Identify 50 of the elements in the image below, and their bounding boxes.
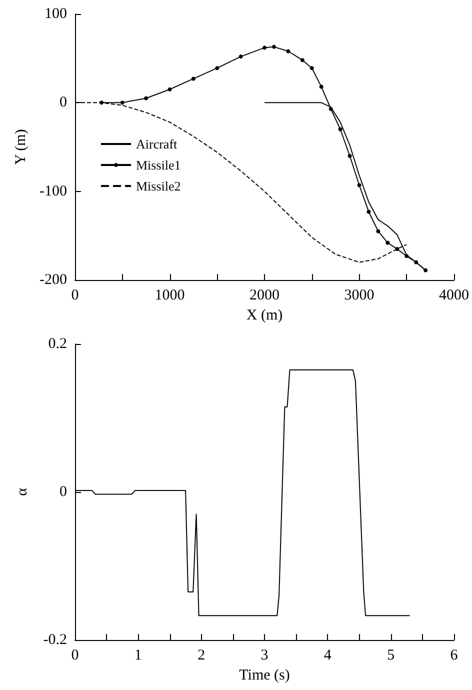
point: [414, 260, 418, 264]
point: [348, 154, 352, 158]
point: [238, 54, 243, 59]
point: [168, 87, 172, 92]
point: [395, 246, 400, 251]
x-tick-label: 3000: [344, 288, 374, 304]
y-tick-label: 100: [44, 6, 67, 22]
point: [376, 229, 380, 234]
point: [357, 183, 362, 188]
x-tick-label: 5: [387, 648, 395, 664]
x-tick-label: 0: [71, 648, 79, 664]
y-tick-label: -200: [40, 272, 67, 288]
x-tick-label: 4: [324, 648, 332, 664]
point: [286, 49, 290, 54]
point: [366, 210, 371, 214]
point: [215, 66, 220, 70]
point: [404, 254, 409, 258]
x-tick-label: 2: [198, 648, 206, 664]
x-tick-label: 2000: [250, 288, 280, 304]
x-tick-label: 1000: [154, 288, 185, 304]
x-tick-label: 1: [134, 648, 142, 664]
point: [328, 106, 333, 111]
y-tick-label: 0.2: [48, 336, 67, 352]
x-axis-title: X (m): [246, 308, 283, 324]
y-tick-label: 0: [60, 94, 67, 111]
point: [300, 58, 304, 62]
y-tick-label: 0: [60, 484, 67, 500]
point: [310, 66, 314, 70]
y-tick-label: -100: [40, 183, 67, 200]
point: [120, 100, 124, 105]
point: [338, 127, 342, 132]
point: [262, 46, 266, 50]
y-axis-title: Y (m): [13, 129, 30, 165]
point: [424, 268, 428, 272]
point: [100, 100, 104, 105]
point: [386, 240, 390, 245]
y-tick-label: -0.2: [43, 632, 67, 648]
x-tick-label: 3: [260, 648, 268, 664]
legend-label: Missile2: [136, 178, 181, 194]
point: [272, 44, 276, 49]
legend-label: Missile1: [136, 158, 181, 172]
point: [144, 96, 148, 100]
x-tick-label: 4000: [439, 288, 469, 304]
x-tick-label: 0: [71, 288, 79, 304]
legend-label: Aircraft: [136, 136, 178, 152]
point: [191, 76, 196, 81]
x-axis-title: Time (s): [239, 668, 290, 684]
point: [319, 84, 324, 89]
x-tick-label: 6: [450, 648, 458, 664]
y-axis-title: α: [14, 488, 30, 496]
